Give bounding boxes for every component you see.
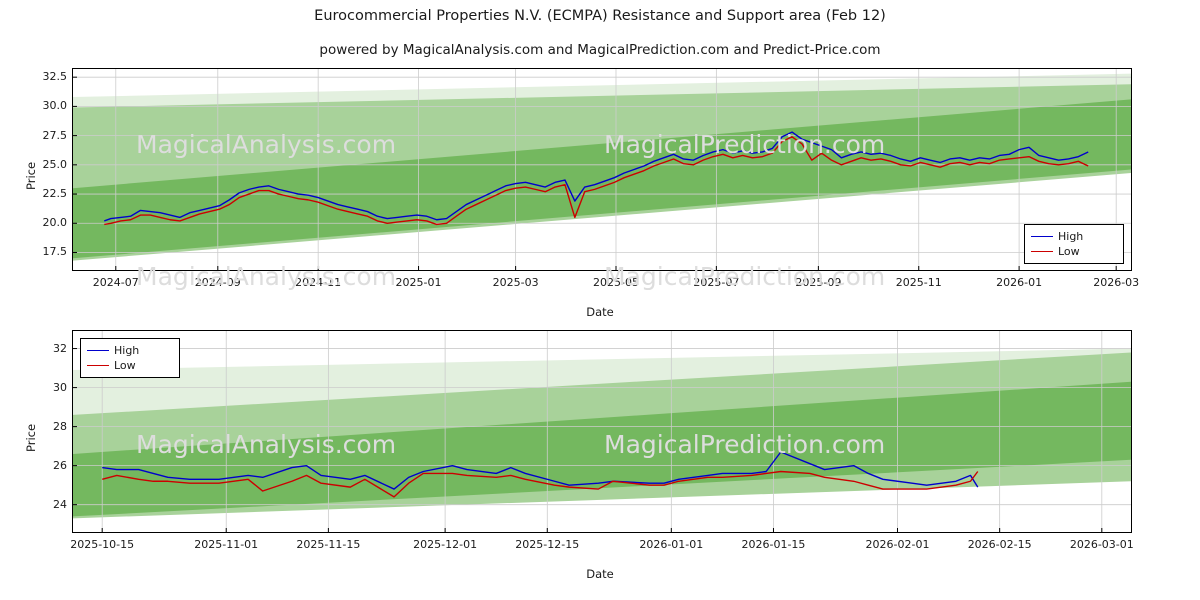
bottom-chart-plot: [73, 331, 1131, 532]
x-tick-label: 2025-12-15: [515, 538, 580, 551]
y-tick-label: 27.5: [42, 128, 68, 142]
x-tick-label: 2026-03-01: [1069, 538, 1134, 551]
legend-label-high: High: [114, 344, 140, 357]
y-tick-label: 25.0: [42, 157, 68, 171]
x-tick-label: 2025-07: [693, 276, 740, 289]
x-tick-label: 2026-02-01: [865, 538, 930, 551]
x-tick-label: 2024-07: [92, 276, 139, 289]
x-tick-label: 2026-01-01: [639, 538, 704, 551]
legend-entry-high: High: [87, 343, 173, 358]
top-x-axis-label: Date: [586, 305, 614, 319]
y-tick-label: 26: [53, 458, 67, 472]
legend-entry-low: Low: [1031, 244, 1117, 259]
legend-line-high: [87, 350, 109, 351]
y-tick-label: 30: [53, 380, 67, 394]
y-tick-label: 24: [53, 497, 67, 511]
y-tick-label: 17.5: [42, 245, 68, 259]
x-tick-label: 2025-03: [492, 276, 539, 289]
x-tick-label: 2025-11: [895, 276, 942, 289]
bottom-chart-panel: [72, 330, 1132, 533]
legend-entry-low: Low: [87, 358, 173, 373]
legend-line-high: [1031, 236, 1053, 237]
x-tick-label: 2026-02-15: [967, 538, 1032, 551]
bottom-chart-legend: High Low: [80, 338, 180, 378]
y-tick-label: 28: [53, 419, 67, 433]
x-tick-label: 2025-12-01: [413, 538, 478, 551]
y-tick-label: 32: [53, 341, 67, 355]
bottom-x-axis-label: Date: [586, 567, 614, 581]
y-tick-label: 22.5: [42, 187, 68, 201]
x-tick-label: 2026-01-15: [741, 538, 806, 551]
legend-label-high: High: [1058, 230, 1084, 243]
legend-line-low: [87, 365, 109, 366]
y-tick-label: 20.0: [42, 216, 68, 230]
x-tick-label: 2026-01: [996, 276, 1043, 289]
x-tick-label: 2025-11-01: [194, 538, 259, 551]
y-tick-label: 30.0: [42, 99, 68, 113]
x-tick-label: 2025-01: [395, 276, 442, 289]
x-tick-label: 2025-09: [795, 276, 842, 289]
top-chart-plot: [73, 69, 1131, 270]
y-tick-label: 32.5: [42, 70, 68, 84]
page-title: Eurocommercial Properties N.V. (ECMPA) R…: [314, 8, 886, 24]
legend-label-low: Low: [1058, 245, 1080, 258]
x-tick-label: 2024-09: [194, 276, 241, 289]
top-chart-legend: High Low: [1024, 224, 1124, 264]
x-tick-label: 2026-03: [1093, 276, 1140, 289]
x-tick-label: 2025-10-15: [70, 538, 135, 551]
x-tick-label: 2025-05: [593, 276, 639, 289]
legend-entry-high: High: [1031, 229, 1117, 244]
x-tick-label: 2025-11-15: [296, 538, 361, 551]
top-chart-panel: [72, 68, 1132, 271]
x-tick-label: 2024-11: [295, 276, 342, 289]
legend-label-low: Low: [114, 359, 136, 372]
page-subtitle: powered by MagicalAnalysis.com and Magic…: [319, 42, 881, 58]
legend-line-low: [1031, 251, 1053, 252]
